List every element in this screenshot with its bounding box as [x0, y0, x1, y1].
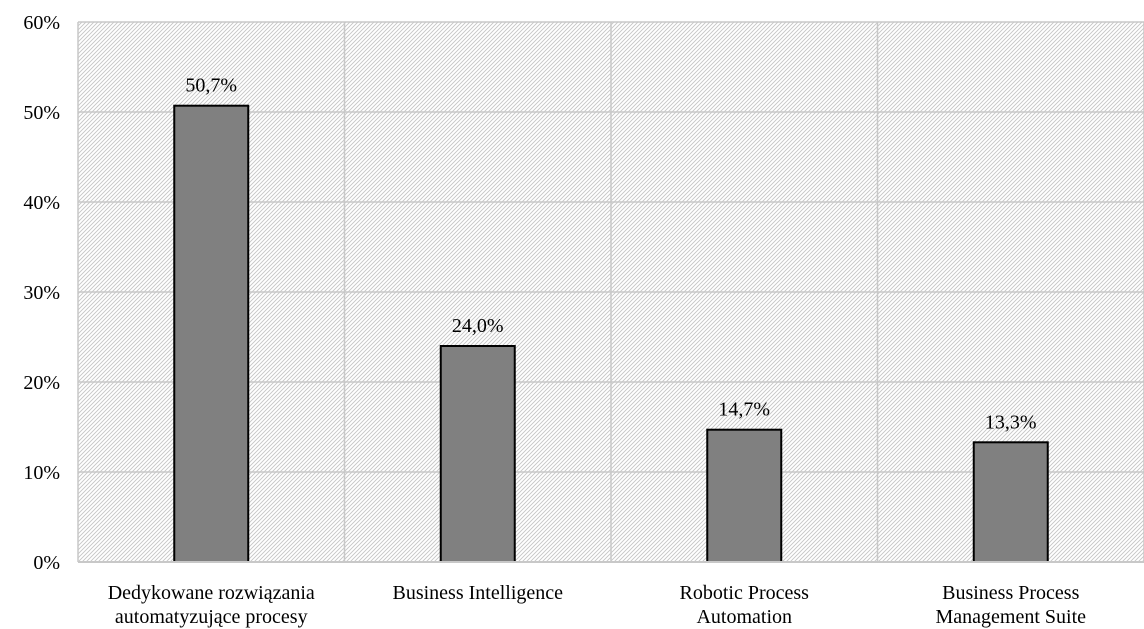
y-tick-label: 20%	[23, 372, 60, 394]
data-label: 13,3%	[985, 411, 1037, 433]
x-tick-label-line: Management Suite	[935, 606, 1086, 628]
bar	[972, 441, 1049, 563]
y-tick-label: 30%	[23, 282, 60, 304]
bar	[439, 345, 516, 563]
x-tick-label-line: Business Process	[942, 582, 1079, 604]
x-tick-label-line: automatyzujące procesy	[115, 606, 308, 628]
x-tick-label: Business Process Management Suite	[935, 582, 1086, 628]
data-label: 14,7%	[718, 399, 770, 421]
y-tick-label: 50%	[23, 102, 60, 124]
y-axis: 0% 10% 20% 30% 40% 50% 60%	[23, 12, 60, 574]
x-axis: Dedykowane rozwiązania automatyzujące pro…	[78, 561, 1144, 628]
y-tick-label: 0%	[33, 552, 60, 574]
grid-lines	[77, 21, 1144, 563]
data-label: 50,7%	[185, 75, 237, 97]
x-tick-label: Dedykowane rozwiązania automatyzujące pro…	[108, 582, 315, 628]
y-tick-label: 60%	[23, 12, 60, 34]
y-tick-label: 10%	[23, 462, 60, 484]
bars	[173, 104, 1049, 564]
data-labels: 50,7% 24,0% 14,7% 13,3%	[185, 75, 1036, 434]
x-tick-label-line: Robotic Process	[680, 582, 810, 604]
x-tick-label-line: Automation	[696, 606, 792, 628]
bar	[706, 428, 783, 564]
y-tick-label: 40%	[23, 192, 60, 214]
x-tick-label-line: Dedykowane rozwiązania	[108, 582, 315, 604]
x-tick-label-line: Business Intelligence	[392, 582, 563, 604]
data-label: 24,0%	[452, 315, 504, 337]
x-tick-label: Business Intelligence	[392, 582, 563, 604]
bar	[173, 104, 250, 563]
x-tick-label: Robotic Process Automation	[680, 582, 810, 628]
